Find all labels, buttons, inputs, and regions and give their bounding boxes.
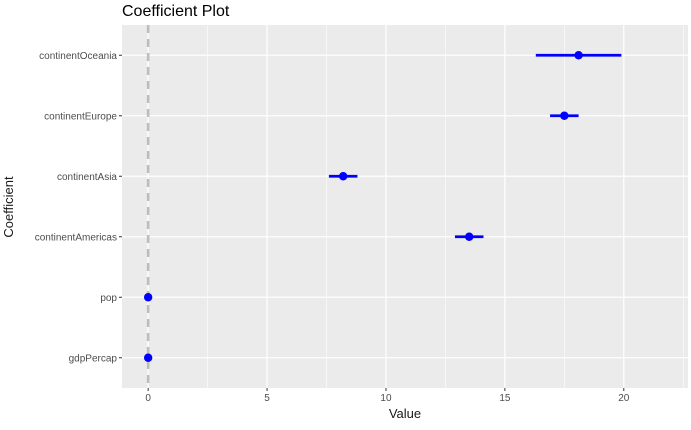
y-axis-ticks: gdpPercap pop continentAmericas continentAs… (35, 51, 122, 364)
x-tick-label: 15 (499, 393, 511, 404)
point-continentOceania (574, 51, 583, 60)
y-tick-label: pop (100, 293, 117, 304)
x-tick-label: 0 (145, 393, 151, 404)
point-pop (143, 293, 153, 302)
x-tick-label: 10 (380, 393, 392, 404)
chart-title: Coefficient Plot (122, 3, 230, 20)
point-continentEurope (560, 111, 569, 120)
x-axis-title: Value (389, 406, 421, 421)
y-tick-label: continentEurope (44, 111, 117, 122)
point-continentAmericas (465, 232, 474, 241)
y-axis-title: Coefficient (1, 176, 16, 238)
point-continentAsia (338, 172, 348, 181)
point-gdpPercap (143, 353, 153, 362)
y-tick-label: continentAsia (57, 172, 117, 183)
y-tick-label: gdpPercap (69, 353, 118, 364)
y-tick-label: continentOceania (39, 51, 117, 62)
x-axis-ticks: 0 5 10 15 20 (145, 388, 630, 404)
x-tick-label: 5 (264, 393, 270, 404)
plot-panel (122, 25, 688, 388)
data-marks (143, 51, 622, 362)
x-tick-label: 20 (618, 393, 630, 404)
y-tick-label: continentAmericas (35, 232, 117, 243)
